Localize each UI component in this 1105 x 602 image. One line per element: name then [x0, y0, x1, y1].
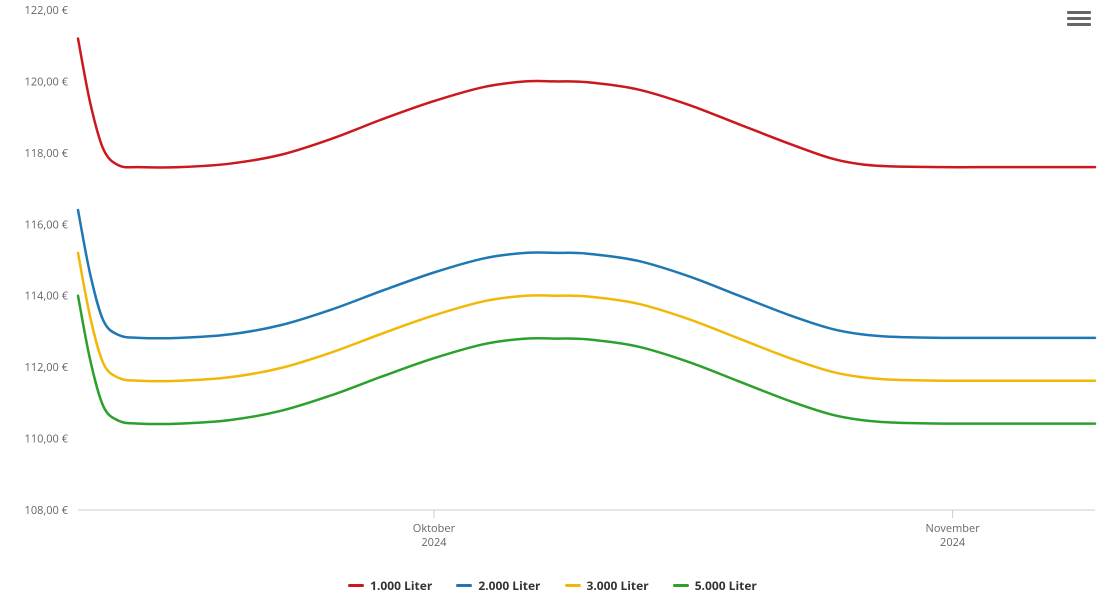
legend-label: 1.000 Liter	[370, 577, 432, 594]
x-axis-tick-label: November	[926, 521, 981, 536]
legend-label: 2.000 Liter	[478, 577, 540, 594]
y-axis-tick-label: 110,00 €	[25, 432, 69, 447]
y-axis-tick-label: 112,00 €	[25, 360, 69, 375]
x-axis-tick-sublabel: 2024	[940, 535, 966, 550]
y-axis-tick-label: 118,00 €	[25, 146, 69, 161]
legend-label: 5.000 Liter	[695, 577, 757, 594]
legend-swatch	[456, 584, 472, 587]
series-line	[78, 253, 1095, 381]
y-axis-tick-label: 114,00 €	[25, 289, 69, 304]
series-line	[78, 210, 1095, 338]
legend-item[interactable]: 2.000 Liter	[456, 577, 540, 594]
y-axis-tick-label: 122,00 €	[25, 3, 69, 18]
y-axis-tick-label: 108,00 €	[25, 503, 69, 518]
legend-item[interactable]: 3.000 Liter	[565, 577, 649, 594]
price-line-chart: 108,00 € 110,00 € 112,00 € 114,00 € 116,00 €…	[0, 0, 1105, 602]
x-axis-tick-label: Oktober	[413, 521, 456, 536]
legend-swatch	[348, 584, 364, 587]
legend-swatch	[565, 584, 581, 587]
series-line	[78, 296, 1095, 424]
chart-plot-area: 108,00 € 110,00 € 112,00 € 114,00 € 116,00 €…	[0, 0, 1105, 602]
legend-label: 3.000 Liter	[587, 577, 649, 594]
series-line	[78, 39, 1095, 168]
legend-item[interactable]: 1.000 Liter	[348, 577, 432, 594]
legend-swatch	[673, 584, 689, 587]
chart-legend: 1.000 Liter 2.000 Liter 3.000 Liter 5.000 L…	[0, 574, 1105, 594]
y-axis-tick-label: 120,00 €	[25, 74, 69, 89]
y-axis-tick-label: 116,00 €	[25, 217, 69, 232]
legend-item[interactable]: 5.000 Liter	[673, 577, 757, 594]
x-axis-tick-sublabel: 2024	[421, 535, 447, 550]
